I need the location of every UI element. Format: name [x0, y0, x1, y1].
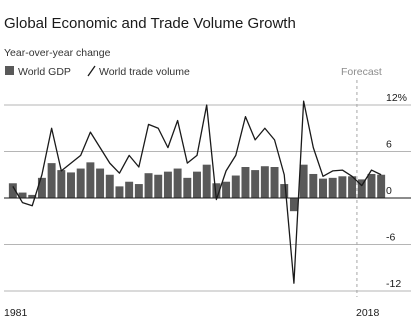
gdp-bar-1993 — [134, 184, 143, 198]
gdp-bar-2016 — [357, 179, 366, 198]
gdp-bar-2014 — [338, 176, 347, 198]
gdp-bar-1983 — [37, 177, 46, 198]
gdp-bar-1987 — [76, 168, 85, 198]
legend-line-label: World trade volume — [99, 66, 190, 78]
gdp-bar-1992 — [125, 181, 134, 198]
gdp-bar-1996 — [163, 171, 172, 198]
trade-line — [12, 100, 382, 284]
gdp-bar-2001 — [212, 183, 221, 198]
gridlines — [4, 104, 411, 292]
gdp-bar-1997 — [173, 168, 182, 198]
gdp-bar-2017 — [367, 173, 376, 198]
gdp-bar-2003 — [231, 175, 240, 198]
gdp-bar-2015 — [348, 176, 357, 198]
gdp-bar-1990 — [105, 174, 114, 198]
gdp-bar-2002 — [222, 181, 231, 198]
x-start-label: 1981 — [4, 307, 28, 319]
gdp-bar-2009 — [289, 198, 298, 212]
gdp-bar-1989 — [96, 168, 105, 198]
gdp-bar-1984 — [47, 163, 56, 198]
gdp-bar-1980 — [8, 183, 17, 198]
legend-line-swatch — [87, 65, 96, 77]
gdp-bar-2004 — [241, 167, 250, 198]
gdp-bar-2010 — [299, 164, 308, 198]
gdp-bar-2011 — [309, 173, 318, 198]
chart-title: Global Economic and Trade Volume Growth — [4, 15, 296, 32]
y-tick-label-4: -12 — [386, 278, 401, 290]
legend: World GDP World trade volume — [5, 65, 190, 78]
gdp-bar-1999 — [193, 171, 201, 198]
x-end-label: 2018 — [356, 307, 380, 319]
y-tick-label-2: 0 — [386, 185, 392, 197]
trade-volume-line — [12, 100, 382, 284]
gdp-bar-2012 — [319, 178, 327, 198]
y-tick-label-1: 6 — [386, 139, 392, 151]
gdp-bar-1994 — [144, 173, 153, 198]
gdp-bar-2013 — [328, 177, 337, 198]
gdp-bar-2007 — [270, 167, 279, 198]
gdp-bar-2005 — [251, 170, 260, 198]
gdp-bar-2008 — [280, 184, 289, 198]
legend-bar-label: World GDP — [18, 66, 71, 78]
legend-bar-swatch — [5, 66, 14, 75]
gdp-bar-2000 — [202, 164, 211, 198]
gdp-bar-2018 — [377, 174, 386, 198]
y-tick-label-3: -6 — [386, 232, 395, 244]
gdp-bar-1982 — [28, 194, 37, 198]
gdp-bar-2006 — [260, 166, 269, 198]
gdp-bar-1988 — [86, 162, 95, 198]
gdp-bar-1995 — [154, 174, 163, 198]
forecast-label: Forecast — [341, 66, 382, 78]
gdp-bar-1991 — [115, 186, 124, 198]
gdp-bar-1998 — [183, 177, 192, 198]
chart-subtitle: Year-over-year change — [4, 47, 111, 59]
y-tick-label-0: 12% — [386, 92, 407, 104]
gdp-bars — [8, 162, 386, 212]
gdp-bar-1985 — [57, 170, 66, 198]
gdp-bar-1986 — [67, 172, 75, 198]
y-tick-labels: 12% 6 0 -6 -12 — [386, 92, 407, 290]
gdp-bar-1981 — [18, 192, 27, 198]
